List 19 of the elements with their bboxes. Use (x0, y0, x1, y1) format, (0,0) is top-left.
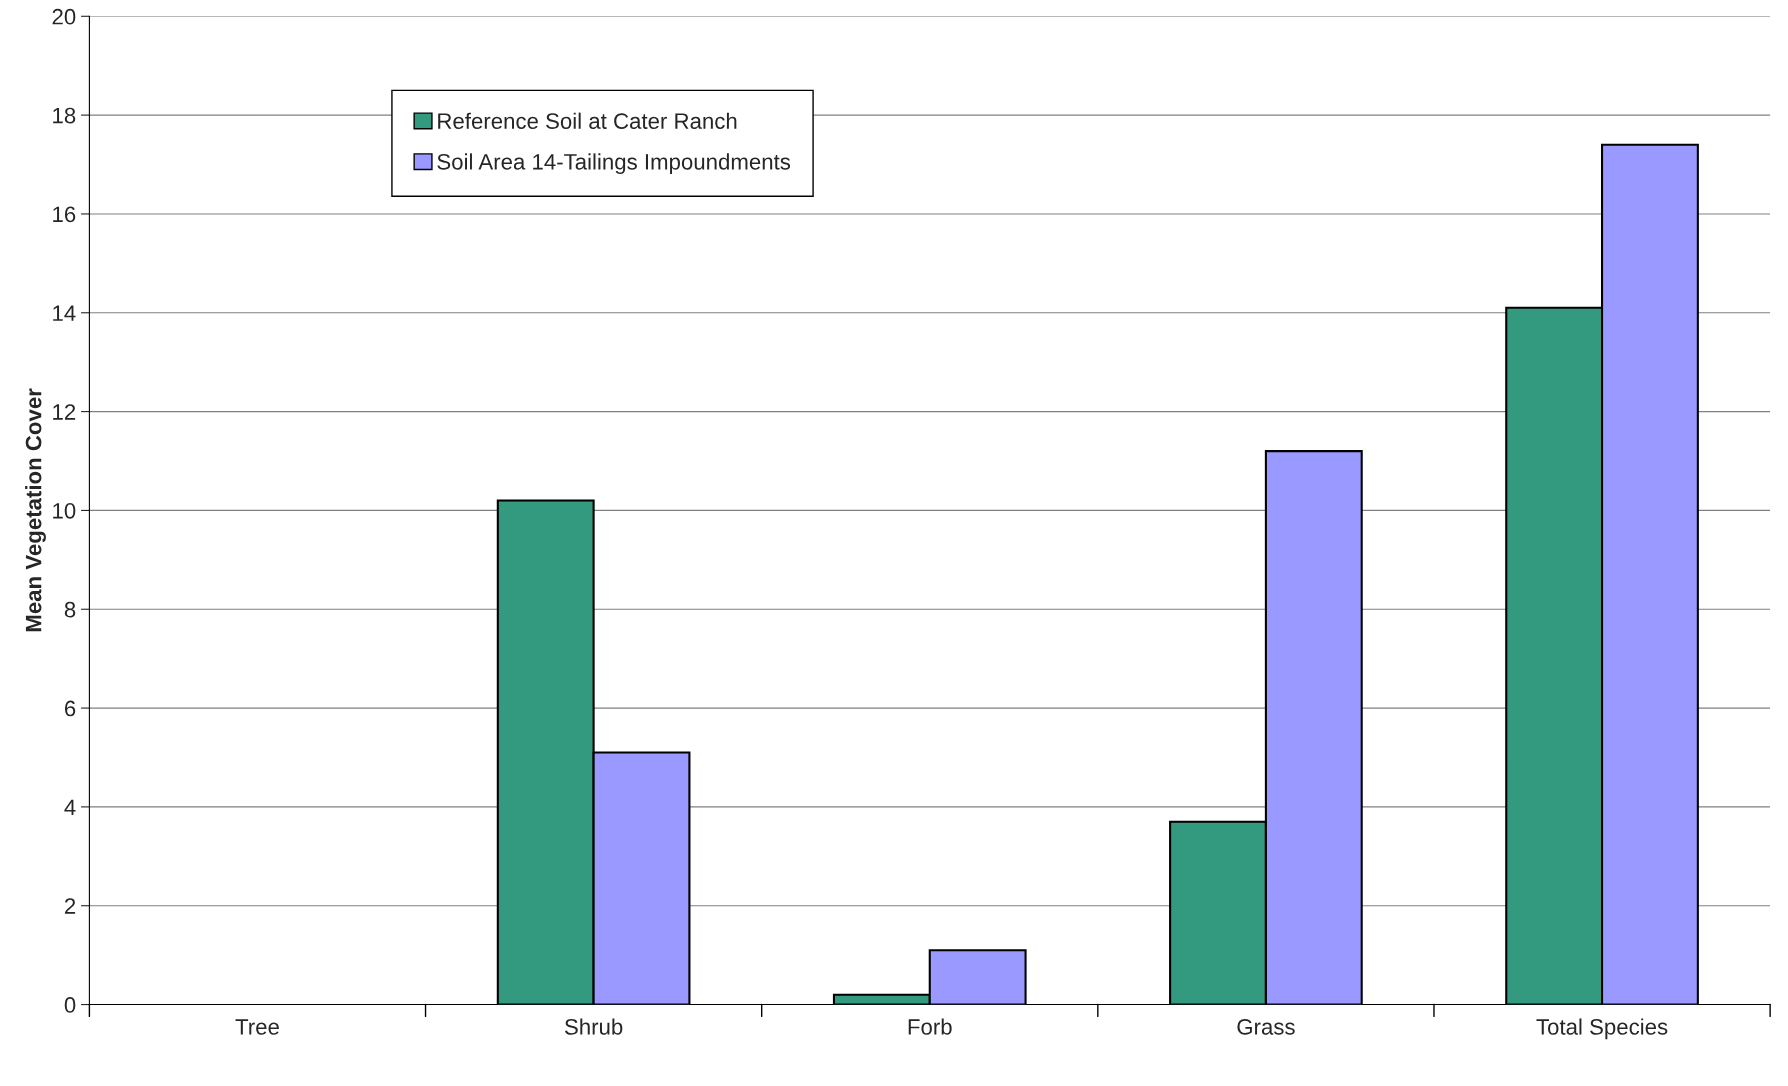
y-tick-label: 10 (53, 502, 76, 519)
y-tick-label: 18 (53, 107, 76, 124)
x-tick-label: Grass (1237, 1019, 1295, 1035)
x-tick-label: Tree (235, 1019, 279, 1035)
y-tick-label: 0 (64, 997, 76, 1013)
y-tick-label: 16 (53, 206, 76, 223)
x-tick-label: Total Species (1536, 1018, 1668, 1040)
y-tick-label: 14 (53, 305, 76, 321)
y-tick-label: 20 (52, 8, 76, 25)
x-tick-label: Forb (908, 1018, 952, 1035)
y-tick-label: 8 (64, 601, 76, 618)
legend-label: Reference Soil at Cater Ranch (438, 112, 737, 129)
y-tick-label: 12 (53, 404, 76, 420)
y-tick-label: 4 (64, 799, 76, 815)
legend-label: Soil Area 14-Tailings Impoundments (437, 153, 791, 175)
y-axis-title: Mean Vegetation Cover (25, 388, 46, 632)
y-tick-label: 6 (64, 700, 76, 717)
x-tick-label: Shrub (564, 1018, 623, 1035)
y-tick-label: 2 (64, 898, 76, 914)
